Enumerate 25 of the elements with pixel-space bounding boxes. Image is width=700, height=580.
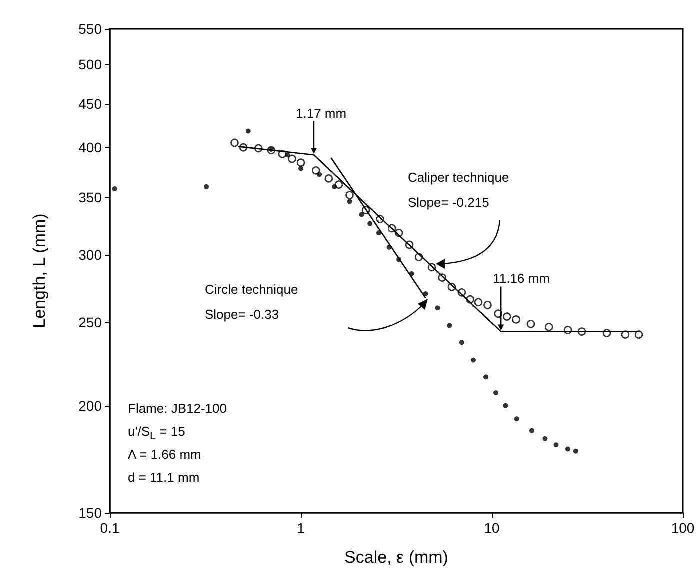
y-tick-label: 400 xyxy=(78,140,102,156)
x-tick-label: 0.1 xyxy=(100,520,120,536)
x-axis-title: Scale, ε (mm) xyxy=(344,548,448,567)
annotation: u'/S$_{L}$ = 15 xyxy=(128,424,186,443)
annotation: 11.16 mm xyxy=(493,270,550,286)
x-tick-label: 10 xyxy=(484,520,500,536)
y-tick-label: 450 xyxy=(78,96,102,112)
y-tick-label: 550 xyxy=(78,21,102,37)
annotation: Λ = 1.66 mm xyxy=(128,447,202,462)
annotation: Flame: JB12-100 xyxy=(128,401,227,416)
x-tick-label: 100 xyxy=(671,520,695,536)
annotation: 1.17 mm xyxy=(296,106,347,122)
y-tick-label: 250 xyxy=(78,314,102,331)
annotation: Slope= -0.33 xyxy=(205,307,280,322)
y-axis-title: Length, L (mm) xyxy=(30,214,49,328)
annotation: Caliper technique xyxy=(408,170,510,185)
y-tick-label: 150 xyxy=(78,505,102,521)
y-tick-label: 200 xyxy=(78,398,102,414)
x-tick-label: 1 xyxy=(297,520,306,536)
annotation: d = 11.1 mm xyxy=(128,470,200,485)
annotation: Slope= -0.215 xyxy=(408,195,490,210)
y-tick-label: 500 xyxy=(78,56,102,73)
annotation: Circle technique xyxy=(205,282,298,297)
y-tick-label: 300 xyxy=(78,246,102,263)
y-tick-label: 350 xyxy=(78,189,102,206)
